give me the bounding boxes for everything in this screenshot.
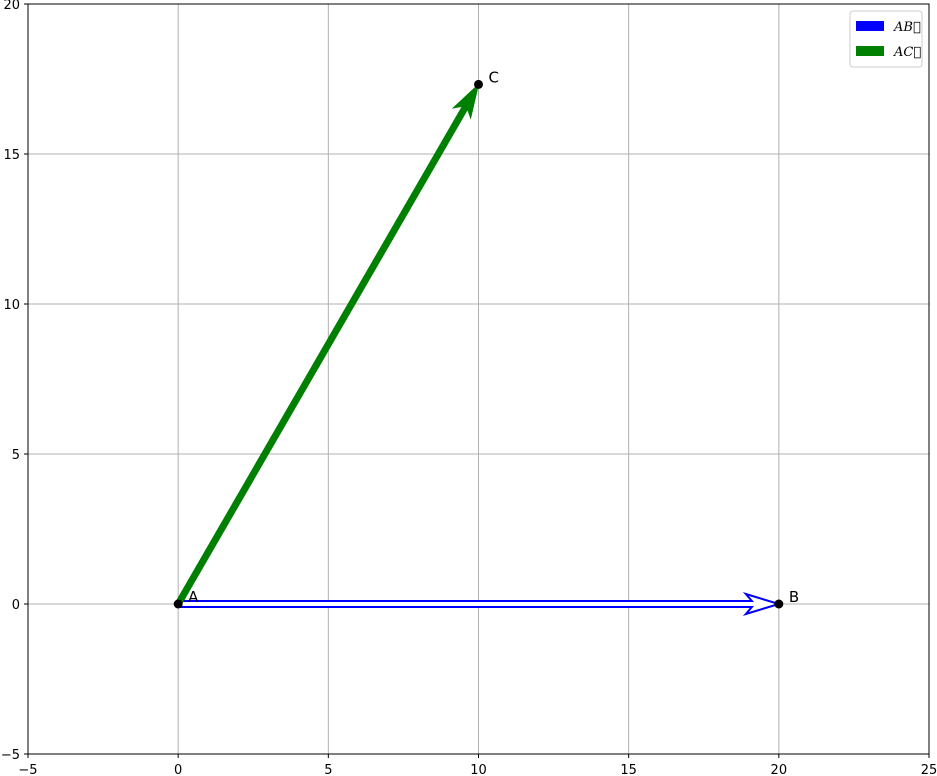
point-marker bbox=[774, 599, 784, 609]
x-tick-label: 5 bbox=[324, 763, 332, 776]
y-tick-label: 0 bbox=[12, 598, 20, 613]
x-tick-label: 25 bbox=[921, 763, 937, 776]
point-label: B bbox=[789, 588, 799, 606]
x-tick-label: 10 bbox=[470, 763, 487, 776]
y-tick-label: 5 bbox=[12, 448, 20, 463]
point-marker bbox=[173, 599, 183, 609]
y-tick-label: 20 bbox=[3, 0, 20, 13]
grid-lines bbox=[27, 3, 930, 755]
y-tick-label: −5 bbox=[1, 748, 20, 763]
point-label: C bbox=[489, 68, 499, 86]
vectors bbox=[174, 82, 783, 616]
legend-label: AC⃗ bbox=[893, 45, 921, 60]
y-tick-label: 15 bbox=[3, 148, 20, 163]
legend-label: AB⃗ bbox=[893, 20, 921, 35]
x-tick-label: 15 bbox=[620, 763, 637, 776]
legend-swatch bbox=[856, 21, 884, 31]
vector-arrow bbox=[177, 592, 783, 616]
y-tick-label: 10 bbox=[3, 298, 20, 313]
legend: AB⃗ AC⃗ bbox=[849, 10, 923, 68]
point-label: A bbox=[188, 588, 199, 606]
x-tick-label: −5 bbox=[18, 763, 37, 776]
x-tick-label: 0 bbox=[174, 763, 182, 776]
vector-arrow bbox=[174, 82, 480, 607]
x-tick-label: 20 bbox=[771, 763, 788, 776]
legend-swatch bbox=[856, 46, 884, 56]
points: A B C bbox=[173, 68, 799, 609]
point-marker bbox=[474, 79, 483, 89]
